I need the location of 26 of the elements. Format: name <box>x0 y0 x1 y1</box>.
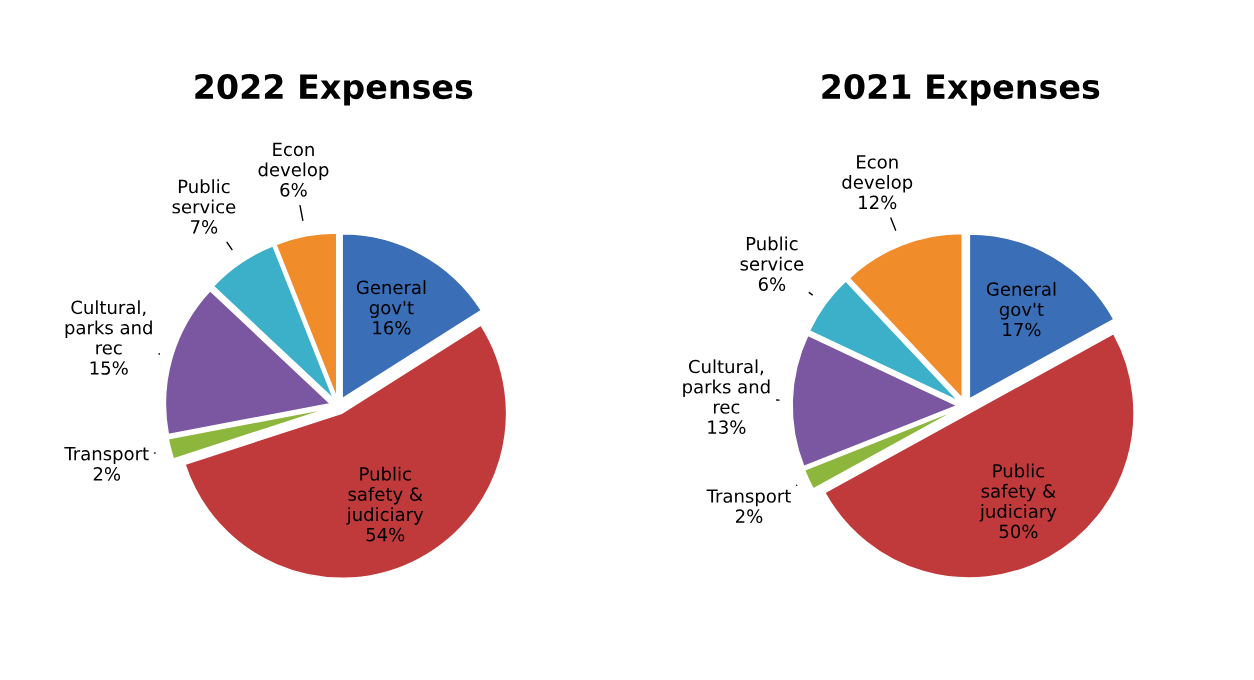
slice-label: Cultural, parks and rec <box>683 359 770 414</box>
slice-label: Transport <box>64 447 149 464</box>
slice-label: Econ develop <box>842 155 913 193</box>
slice-label: Public safety & judiciary <box>346 466 424 525</box>
data-label: 13% <box>708 420 746 434</box>
slice-label: Transport <box>706 489 791 507</box>
data-label: 12% <box>859 195 897 210</box>
slice-label: Econ develop <box>258 142 329 180</box>
slice-label: General gov't <box>986 281 1056 320</box>
chart-title: 2021 Expenses <box>822 73 1100 106</box>
data-label: 6% <box>280 182 307 197</box>
slice-label: Cultural, parks and rec <box>65 300 152 355</box>
data-label: 2% <box>735 509 763 524</box>
slice-label: Public service <box>172 179 236 214</box>
data-label: 6% <box>758 277 786 291</box>
slice-label: Public safety & judiciary <box>979 463 1057 522</box>
slice-label: General gov't <box>356 280 426 318</box>
data-label: 2% <box>93 467 121 481</box>
slice-label: Public service <box>740 236 804 271</box>
data-label: 54% <box>366 527 405 542</box>
data-label: 17% <box>1003 322 1041 337</box>
data-label: 16% <box>373 320 411 335</box>
data-label: 15% <box>90 361 128 375</box>
chart-title: 2022 Expenses <box>195 73 473 106</box>
data-label: 7% <box>191 220 218 234</box>
data-label: 50% <box>999 524 1038 539</box>
